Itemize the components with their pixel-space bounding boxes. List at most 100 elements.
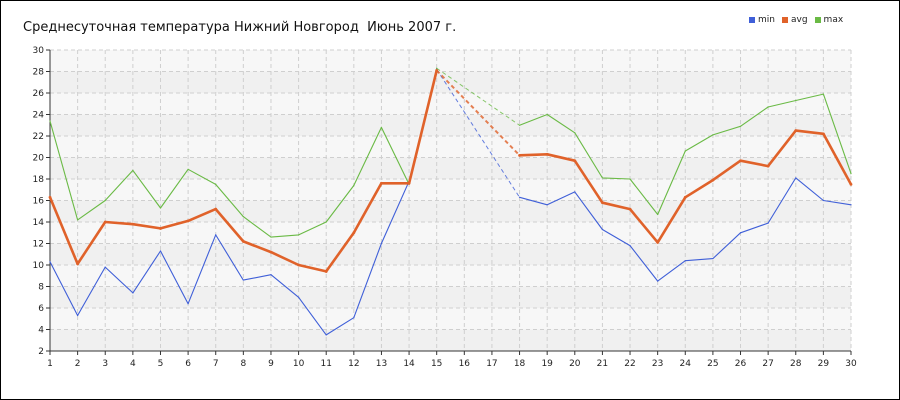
data-point-avg bbox=[48, 195, 52, 199]
data-point-avg bbox=[76, 262, 80, 266]
data-point-avg bbox=[683, 195, 687, 199]
data-point-avg bbox=[159, 227, 162, 230]
legend-swatch-min bbox=[749, 17, 755, 23]
data-point-min bbox=[739, 232, 742, 234]
y-tick-label: 22 bbox=[33, 132, 44, 142]
x-tick-label: 1 bbox=[47, 359, 53, 369]
data-point-avg bbox=[573, 159, 577, 163]
data-point-avg bbox=[352, 231, 356, 235]
x-tick-label: 17 bbox=[486, 359, 497, 369]
data-point-max bbox=[270, 236, 272, 238]
x-tick-label: 8 bbox=[240, 359, 246, 369]
y-tick-label: 14 bbox=[33, 218, 45, 228]
x-tick-label: 18 bbox=[514, 359, 526, 369]
y-tick-label: 4 bbox=[38, 326, 44, 336]
data-point-avg bbox=[711, 178, 715, 182]
data-point-min bbox=[215, 234, 217, 236]
data-point-avg bbox=[297, 263, 300, 267]
data-point-min bbox=[574, 191, 576, 193]
data-point-max bbox=[712, 134, 714, 136]
data-point-min bbox=[49, 261, 51, 263]
data-point-avg bbox=[241, 239, 245, 243]
data-point-avg bbox=[628, 207, 632, 211]
x-tick-label: 4 bbox=[130, 359, 136, 369]
data-point-max bbox=[739, 125, 742, 127]
data-point-max bbox=[104, 199, 106, 202]
grid-band bbox=[50, 114, 851, 136]
data-point-min bbox=[712, 257, 714, 260]
x-tick-label: 22 bbox=[624, 359, 635, 369]
y-tick-label: 12 bbox=[33, 240, 44, 250]
y-tick-label: 18 bbox=[33, 175, 45, 185]
data-point-avg bbox=[794, 129, 798, 133]
gap-connector-avg bbox=[435, 69, 521, 157]
data-point-min bbox=[104, 266, 106, 268]
data-point-max bbox=[159, 207, 162, 209]
data-point-min bbox=[325, 334, 327, 336]
data-point-avg bbox=[407, 181, 411, 185]
legend-swatch-max bbox=[814, 17, 821, 23]
data-point-max bbox=[77, 219, 79, 221]
legend-swatch-avg bbox=[781, 17, 788, 23]
gap-connector-min bbox=[436, 69, 520, 198]
x-tick-label: 23 bbox=[652, 359, 663, 369]
x-tick-label: 26 bbox=[735, 359, 747, 369]
data-point-max bbox=[187, 168, 189, 170]
data-point-max bbox=[546, 113, 548, 116]
data-point-min bbox=[546, 204, 548, 206]
grid-band bbox=[50, 286, 851, 308]
data-point-avg bbox=[656, 241, 660, 244]
data-point-min bbox=[132, 292, 134, 294]
y-tick-label: 10 bbox=[33, 261, 45, 271]
data-point-max bbox=[795, 99, 797, 102]
data-point-avg bbox=[739, 159, 742, 163]
x-tick-label: 5 bbox=[158, 359, 164, 369]
data-point-max bbox=[767, 106, 769, 108]
data-point-avg bbox=[324, 270, 328, 273]
legend-item-avg: avg bbox=[781, 15, 808, 25]
data-point-max bbox=[325, 221, 327, 223]
data-point-max bbox=[380, 126, 383, 128]
x-tick-label: 9 bbox=[268, 359, 274, 369]
data-point-max bbox=[49, 120, 51, 122]
gap-connector-max bbox=[436, 67, 520, 126]
legend-label-avg: avg bbox=[790, 15, 808, 25]
legend-item-max: max bbox=[814, 15, 843, 25]
y-tick-label: 20 bbox=[33, 154, 45, 164]
x-tick-label: 3 bbox=[102, 359, 108, 369]
grid-band bbox=[50, 329, 851, 351]
data-point-max bbox=[629, 178, 631, 180]
data-point-max bbox=[353, 184, 355, 187]
data-point-avg bbox=[545, 152, 549, 156]
legend-label-min: min bbox=[758, 15, 775, 25]
data-point-min bbox=[270, 274, 272, 276]
data-point-min bbox=[657, 280, 659, 282]
data-point-avg bbox=[103, 220, 107, 224]
data-point-min bbox=[629, 245, 631, 247]
x-tick-label: 29 bbox=[818, 359, 830, 369]
x-tick-label: 27 bbox=[762, 359, 773, 369]
data-point-min bbox=[380, 242, 383, 245]
y-tick-label: 28 bbox=[33, 68, 45, 78]
x-tick-label: 11 bbox=[320, 359, 331, 369]
data-point-min bbox=[297, 296, 300, 298]
x-tick-label: 24 bbox=[680, 359, 692, 369]
legend: min avg max bbox=[749, 15, 843, 25]
data-point-avg bbox=[849, 182, 853, 186]
x-tick-label: 10 bbox=[293, 359, 305, 369]
data-point-min bbox=[159, 250, 162, 252]
data-point-avg bbox=[601, 201, 604, 205]
data-point-max bbox=[601, 177, 604, 179]
data-point-avg bbox=[821, 132, 825, 136]
data-point-min bbox=[518, 196, 521, 198]
y-tick-label: 16 bbox=[33, 197, 45, 207]
data-point-min bbox=[684, 260, 686, 262]
data-point-max bbox=[850, 173, 852, 175]
data-point-max bbox=[215, 183, 217, 185]
y-tick-label: 2 bbox=[38, 347, 44, 357]
x-tick-label: 19 bbox=[541, 359, 553, 369]
data-point-min bbox=[353, 317, 355, 319]
legend-item-min: min bbox=[749, 15, 775, 25]
x-tick-label: 2 bbox=[75, 359, 81, 369]
